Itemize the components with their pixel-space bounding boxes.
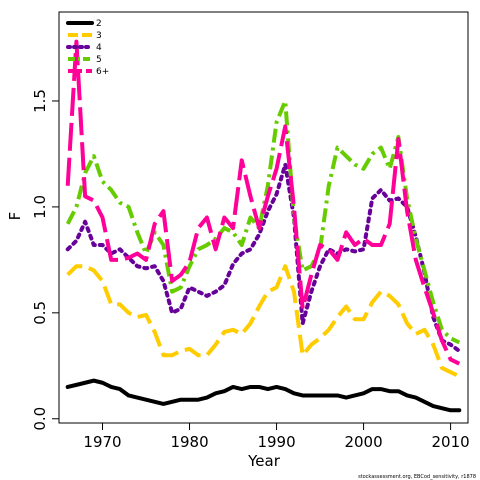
legend: 2 3 4 5 6+ bbox=[66, 19, 109, 77]
legend-label: 5 bbox=[96, 55, 102, 65]
x-tick-label: 2000 bbox=[344, 433, 382, 451]
legend-label: 4 bbox=[96, 43, 102, 53]
series-lines bbox=[65, 39, 462, 413]
series-line-6plus bbox=[65, 39, 461, 366]
y-tick-label: 1.5 bbox=[31, 89, 49, 113]
series-line-2 bbox=[65, 378, 462, 413]
series-line-4 bbox=[65, 162, 462, 353]
legend-label: 6+ bbox=[96, 67, 109, 77]
y-axis-label: F bbox=[6, 212, 24, 221]
x-tick-label: 1980 bbox=[170, 433, 208, 451]
legend-label: 3 bbox=[96, 31, 102, 41]
y-tick-label: 1.0 bbox=[31, 195, 49, 219]
y-tick-label: 0.5 bbox=[31, 301, 49, 325]
x-axis-label: Year bbox=[247, 452, 281, 470]
legend-label: 2 bbox=[96, 19, 102, 29]
x-tick-label: 2010 bbox=[432, 433, 470, 451]
x-tick-label: 1990 bbox=[257, 433, 295, 451]
axes: 1970 1980 1990 2000 2010 0.0 0.5 1.0 1.5 bbox=[31, 89, 470, 451]
footer-credit: stockassessment.org, EBCod_sensitivity, … bbox=[358, 474, 476, 480]
x-tick-label: 1970 bbox=[83, 433, 121, 451]
series-line-3 bbox=[66, 264, 461, 379]
y-tick-label: 0.0 bbox=[31, 407, 49, 431]
